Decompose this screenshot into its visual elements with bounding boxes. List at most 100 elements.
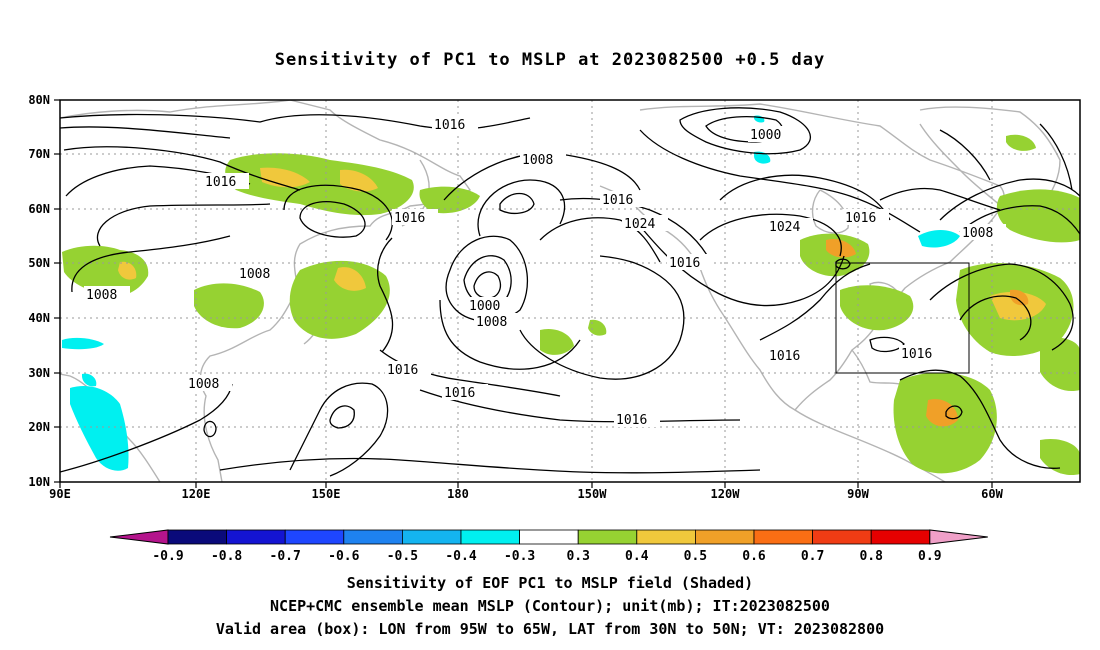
colorbar: -0.9 -0.8 -0.7 -0.6 -0.5 -0.4 -0.3 0.3 0.4 0.5 0.6…: [109, 529, 988, 564]
contour-label: 1016: [444, 386, 475, 401]
colorbar-swatch: [870, 529, 931, 545]
shading-patch: [419, 186, 480, 214]
contour-label: 1016: [901, 347, 932, 362]
colorbar-swatch: [167, 529, 227, 545]
colorbar-high-arrow: [929, 529, 988, 545]
contour-line: [203, 420, 217, 438]
contour-label: 1016: [205, 175, 236, 190]
footer-contour-caption: NCEP+CMC ensemble mean MSLP (Contour); u…: [270, 597, 830, 615]
axis-ticks: [54, 99, 993, 488]
colorbar-tick-label: -0.4: [445, 549, 476, 564]
lat-label: 30N: [28, 366, 50, 380]
contour-line: [959, 205, 1080, 235]
contour-line: [945, 405, 963, 420]
longitude-labels: 90E 120E 150E 180 150W 120W 90W 60W: [49, 487, 1003, 501]
contour-label: 1008: [239, 267, 270, 282]
contour-line: [63, 146, 301, 191]
contour-line: [445, 235, 529, 322]
lat-label: 60N: [28, 202, 50, 216]
lat-label: 20N: [28, 420, 50, 434]
contour-line: [539, 217, 661, 263]
contour-label: 1008: [188, 377, 219, 392]
coastline-hudson-bay: [811, 189, 849, 234]
valid-area-box: [835, 262, 970, 374]
contour-line: [96, 203, 271, 247]
contour-label: 1016: [387, 363, 418, 378]
contour-line: [759, 263, 871, 341]
contour-line: [477, 179, 566, 237]
colorbar-tick-label: -0.6: [328, 549, 359, 564]
map-title: Sensitivity of PC1 to MSLP at 2023082500…: [274, 50, 826, 70]
contour-line: [899, 369, 1061, 469]
footer-shading-caption: Sensitivity of EOF PC1 to MSLP field (Sh…: [346, 574, 754, 592]
lon-label: 120W: [711, 487, 741, 501]
contour-line: [939, 178, 1080, 221]
lon-label: 90E: [49, 487, 71, 501]
shading-patch: [289, 260, 390, 339]
contour-line: [439, 299, 581, 370]
shading-patch: [82, 373, 97, 387]
contour-line: [835, 258, 851, 270]
footer-valid-area-caption: Valid area (box): LON from 95W to 65W, L…: [215, 620, 885, 638]
contour-line: [959, 295, 1032, 341]
contour-line: [377, 237, 394, 353]
shading-patch: [340, 169, 378, 192]
shading-patch: [62, 245, 149, 297]
contour-line: [299, 201, 366, 238]
contour-line: [869, 336, 905, 353]
colorbar-swatch: [226, 529, 286, 545]
colorbar-swatch: [636, 529, 696, 545]
lat-label: 70N: [28, 147, 50, 161]
contour-line: [939, 129, 991, 181]
shading-patch: [540, 328, 574, 355]
map-frame: [59, 99, 1081, 483]
contour-label: 1000: [469, 299, 500, 314]
colorbar-tick-label: -0.8: [211, 549, 242, 564]
shading-patch: [840, 285, 914, 331]
contour-label: 1024: [624, 217, 655, 232]
contour-line: [329, 405, 355, 429]
colorbar-tick-label: 0.8: [859, 549, 883, 564]
contour-line: [60, 383, 233, 473]
colorbar-tick-label: -0.9: [152, 549, 183, 564]
contour-label: 1016: [769, 349, 800, 364]
colorbar-low-arrow: [109, 529, 169, 545]
colorbar-tick-label: 0.9: [918, 549, 941, 564]
contour-line: [419, 389, 741, 423]
contour-label: 1024: [769, 220, 800, 235]
colorbar-tick-label: -0.7: [270, 549, 301, 564]
shading-patch: [990, 291, 1046, 321]
shading-patch: [1040, 438, 1080, 476]
contour-line: [679, 107, 812, 155]
contour-label: 1016: [434, 118, 465, 133]
contour-line: [473, 271, 502, 299]
colorbar-swatch: [284, 529, 345, 545]
colorbar-swatch: [343, 529, 403, 545]
contour-line: [289, 382, 389, 477]
shading-patch: [194, 283, 264, 329]
shading-patch: [754, 151, 771, 164]
contour-line: [60, 126, 231, 139]
shading-patch: [926, 399, 958, 427]
shading-patch: [70, 385, 129, 471]
shading-patch: [1010, 289, 1029, 306]
contour-label: 1008: [962, 226, 993, 241]
shading-patch: [1006, 134, 1036, 151]
contour-label: 1008: [476, 315, 507, 330]
colorbar-tick-label: 0.7: [801, 549, 824, 564]
colorbar-swatch: [401, 529, 462, 545]
colorbar-tick-label: 0.4: [625, 549, 649, 564]
contour-label: 1016: [669, 256, 700, 271]
colorbar-tick-label: -0.5: [387, 549, 418, 564]
graticule: [60, 100, 1080, 482]
shading-patch: [1040, 337, 1080, 392]
colorbar-swatch: [460, 529, 520, 545]
colorbar-swatch: [812, 529, 872, 545]
lat-label: 50N: [28, 256, 50, 270]
contour-line: [699, 213, 842, 257]
shading-patch: [996, 189, 1080, 243]
colorbar-swatch: [577, 529, 638, 545]
contour-line: [879, 187, 1001, 211]
contour-label: 1016: [616, 413, 647, 428]
